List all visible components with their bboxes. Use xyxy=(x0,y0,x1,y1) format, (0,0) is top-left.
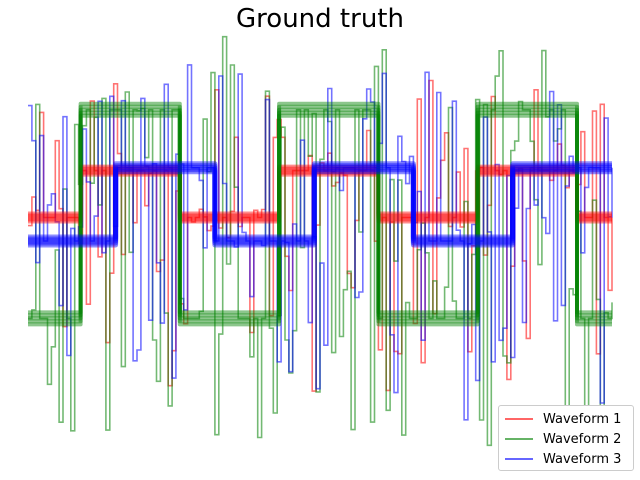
waveform-3-clean-trace-2 xyxy=(28,163,612,242)
chart-legend: Waveform 1 Waveform 2 Waveform 3 xyxy=(498,405,634,471)
legend-label-waveform-1: Waveform 1 xyxy=(543,411,622,427)
waveform-1-clean-trace-1 xyxy=(28,164,612,216)
waveform-3-clean-trace-1 xyxy=(28,161,612,240)
waveform-3-noisy-trace xyxy=(28,64,613,421)
waveform-1-clean-trace-3 xyxy=(28,168,612,220)
legend-swatch-waveform-2 xyxy=(505,438,533,440)
waveform-2-clean-trace-2 xyxy=(28,104,612,318)
waveform-2-noisy-trace xyxy=(28,35,613,447)
waveform-3-clean-trace-4 xyxy=(28,167,612,246)
waveform-2-clean-trace-4 xyxy=(28,110,612,324)
legend-label-waveform-2: Waveform 2 xyxy=(543,431,622,447)
waveform-1-clean-trace-4 xyxy=(28,170,612,222)
waveform-3-clean-trace-3 xyxy=(28,165,612,244)
waveform-2-clean-trace-3 xyxy=(28,107,612,321)
legend-swatch-waveform-3 xyxy=(505,458,533,460)
legend-item-waveform-1: Waveform 1 xyxy=(505,409,627,429)
chart-title: Ground truth xyxy=(236,4,404,34)
waveform-1-clean-trace-2 xyxy=(28,166,612,218)
legend-item-waveform-3: Waveform 3 xyxy=(505,449,627,469)
legend-label-waveform-3: Waveform 3 xyxy=(543,451,622,467)
waveform-2-clean-trace-5 xyxy=(28,113,612,327)
waveform-2-clean-trace-1 xyxy=(28,101,612,315)
legend-swatch-waveform-1 xyxy=(505,418,533,420)
legend-item-waveform-2: Waveform 2 xyxy=(505,429,627,449)
waveform-3-clean-trace-5 xyxy=(28,169,612,248)
waveform-1-clean-trace-5 xyxy=(28,172,612,224)
